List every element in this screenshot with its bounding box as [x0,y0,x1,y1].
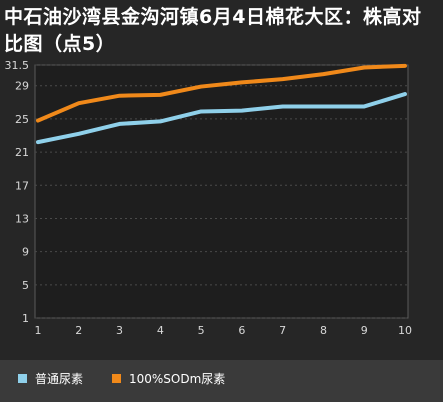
legend-swatch [112,374,121,383]
data-point [321,72,325,76]
data-point [403,64,407,68]
data-point [403,92,407,96]
data-point [158,119,162,123]
x-tick-label: 6 [238,324,245,337]
series-line [36,92,407,145]
legend-item-series-1[interactable]: 普通尿素 [18,370,83,387]
x-axis-ticks: 1 2 3 4 5 6 7 8 9 10 [35,324,413,337]
legend-label: 普通尿素 [35,372,84,386]
x-tick-label: 2 [75,324,82,337]
data-point [77,132,81,136]
data-point [362,104,366,108]
x-tick-label: 5 [198,324,205,337]
x-tick-label: 7 [279,324,286,337]
data-point [118,122,122,126]
y-tick-label: 5 [22,279,29,292]
x-tick-label: 1 [35,324,42,337]
data-point [240,80,244,84]
line-chart: 1 5 9 13 17 21 25 29 31.5 1 2 3 4 5 6 7 8 9 10 [5,59,413,337]
data-point [199,85,203,89]
y-tick-label: 25 [15,113,29,126]
data-point [158,93,162,97]
legend-label: 100%SODm尿素 [129,372,226,386]
data-point [36,140,40,144]
y-axis-ticks: 1 5 9 13 17 21 25 29 31.5 [5,59,30,325]
x-tick-label: 4 [157,324,164,337]
y-tick-label: 21 [15,146,29,159]
x-tick-label: 3 [116,324,123,337]
data-point [281,77,285,81]
legend: 普通尿素 100%SODm尿素 [0,360,443,402]
x-tick-label: 9 [361,324,368,337]
data-point [36,119,40,123]
x-tick-label: 8 [320,324,327,337]
data-point [362,65,366,69]
chart-title: 中石油沙湾县金沟河镇6月4日棉花大区：株高对比图（点5） [4,6,422,55]
y-tick-label: 9 [22,246,29,259]
y-tick-label: 31.5 [5,59,30,72]
legend-swatch [18,374,27,383]
data-point [199,109,203,113]
data-point [77,101,81,105]
series-line [36,63,407,123]
data-point [118,94,122,98]
y-tick-label: 1 [22,312,29,325]
y-tick-label: 17 [15,179,29,192]
x-tick-label: 10 [398,324,412,337]
data-point [281,104,285,108]
y-tick-label: 29 [15,80,29,93]
data-point [321,104,325,108]
legend-item-series-2[interactable]: 100%SODm尿素 [112,370,225,387]
series-lines [36,63,407,145]
data-point [240,109,244,113]
y-tick-label: 13 [15,212,29,225]
